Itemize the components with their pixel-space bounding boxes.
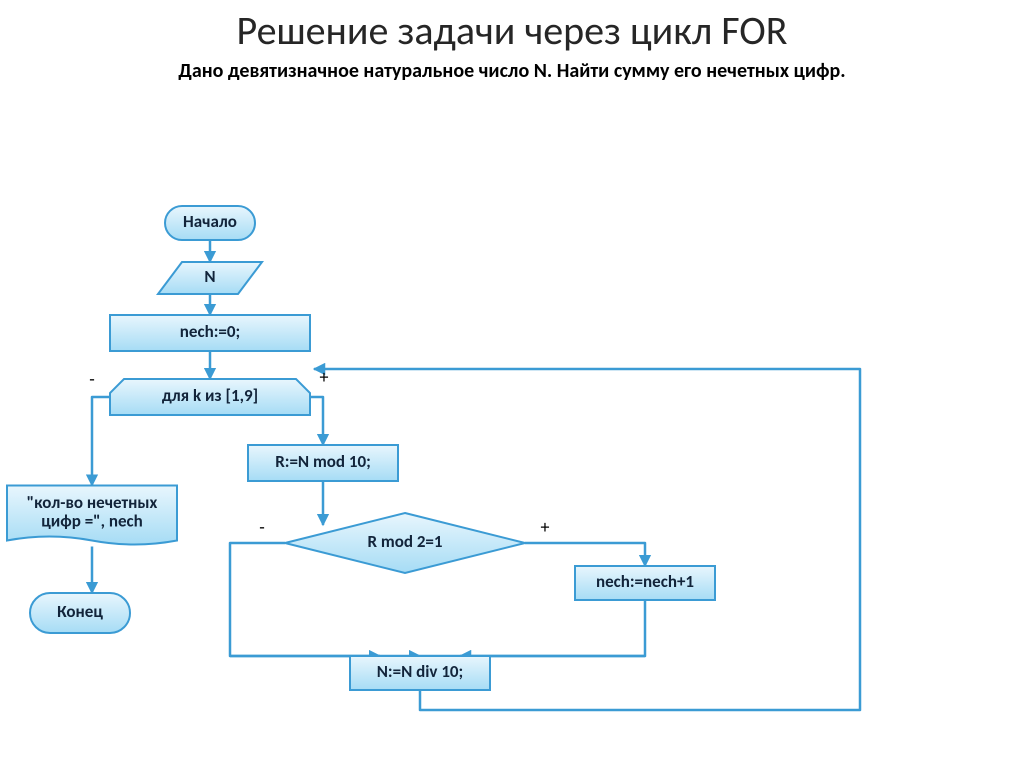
- svg-text:Конец: Конец: [57, 601, 103, 622]
- edge: [92, 397, 110, 486]
- node-inputN: N: [158, 262, 262, 294]
- edge: [310, 397, 323, 445]
- node-rmod10: R:=N mod 10;: [248, 445, 398, 481]
- svg-text:N:=N div 10;: N:=N div 10;: [377, 661, 464, 682]
- node-nechInc: nech:=nech+1: [575, 566, 715, 600]
- svg-text:R:=N mod 10;: R:=N mod 10;: [275, 451, 371, 472]
- node-ndiv10: N:=N div 10;: [350, 656, 490, 690]
- svg-text:nech:=nech+1: nech:=nech+1: [596, 571, 694, 592]
- svg-text:R mod 2=1: R mod 2=1: [367, 531, 442, 552]
- edge-label-decMinus: -: [259, 516, 265, 538]
- slide-title: Решение задачи через цикл FOR: [0, 6, 1024, 55]
- slide-subtitle: Дано девятизначное натуральное число N. …: [0, 59, 1024, 83]
- edge-label-decPlus: +: [541, 516, 550, 538]
- edge-label-loopPlus: +: [320, 366, 329, 388]
- node-loop: для k из [1,9]: [110, 379, 310, 415]
- edge: [525, 543, 645, 566]
- svg-text:N: N: [204, 266, 215, 287]
- edge: [460, 600, 645, 656]
- edge-label-loopMinus: -: [89, 368, 95, 390]
- flowchart: Начало Nnech:=0; для k из [1,9] R:=N mod 10…: [0, 83, 1024, 763]
- svg-text:Начало: Начало: [183, 211, 237, 232]
- node-nech0: nech:=0;: [110, 315, 310, 351]
- node-end: Конец: [30, 593, 130, 633]
- node-output: "кол-во нечетныхцифр =", nech: [7, 486, 177, 545]
- node-decision: R mod 2=1: [285, 513, 525, 573]
- svg-text:nech:=0;: nech:=0;: [180, 321, 240, 342]
- svg-text:для k из [1,9]: для k из [1,9]: [162, 385, 258, 406]
- node-start: Начало: [165, 206, 255, 240]
- svg-text:цифр =", nech: цифр =", nech: [41, 510, 143, 531]
